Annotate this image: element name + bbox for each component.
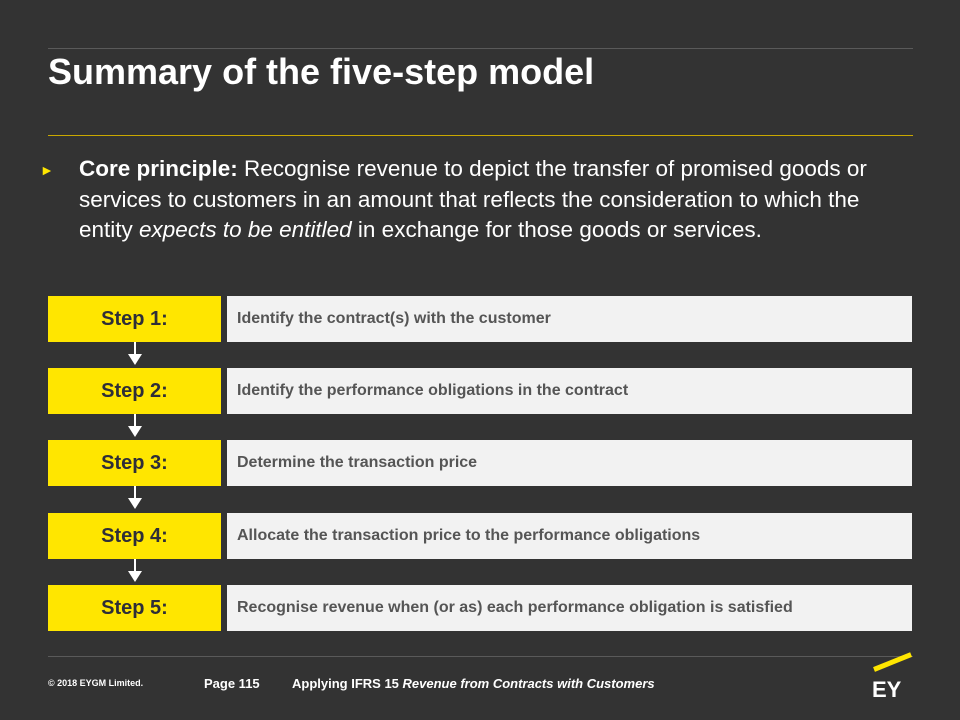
down-arrow-icon [128,342,142,368]
down-arrow-icon [128,486,142,512]
core-principle-lead: Core principle: [79,156,238,181]
title-underline [48,135,913,136]
page-title: Summary of the five-step model [48,51,595,92]
step-label-4: Step 4: [48,513,221,559]
core-principle-text-2: in exchange for those goods or services. [351,217,762,242]
step-row-4: Step 4: Allocate the transaction price t… [48,513,912,559]
step-label-2: Step 2: [48,368,221,414]
step-row-5: Step 5: Recognise revenue when (or as) e… [48,585,912,631]
step-description-3: Determine the transaction price [227,440,912,486]
ey-logo: EY [872,652,913,703]
step-row-2: Step 2: Identify the performance obligat… [48,368,912,414]
core-principle-paragraph: Core principle: Recognise revenue to dep… [79,154,889,246]
core-principle-emphasis: expects to be entitled [139,217,352,242]
step-row-3: Step 3: Determine the transaction price [48,440,912,486]
document-title-italic: Revenue from Contracts with Customers [402,676,655,691]
document-title: Applying IFRS 15 Revenue from Contracts … [292,676,655,691]
page-number: Page 115 [204,676,260,691]
step-description-4: Allocate the transaction price to the pe… [227,513,912,559]
step-label-1: Step 1: [48,296,221,342]
bullet-arrow-icon: ► [40,162,54,178]
down-arrow-icon [128,414,142,440]
logo-text: EY [872,677,902,702]
document-title-prefix: Applying IFRS 15 [292,676,403,691]
copyright-notice: © 2018 EYGM Limited. [48,678,144,688]
down-arrow-icon [128,559,142,585]
step-label-3: Step 3: [48,440,221,486]
step-row-1: Step 1: Identify the contract(s) with th… [48,296,912,342]
top-divider [48,48,913,49]
step-description-5: Recognise revenue when (or as) each perf… [227,585,912,631]
footer-divider [48,656,913,657]
step-label-5: Step 5: [48,585,221,631]
core-principle-text-1: Recognise revenue to depict the transfer… [79,156,867,242]
step-description-2: Identify the performance obligations in … [227,368,912,414]
step-description-1: Identify the contract(s) with the custom… [227,296,912,342]
